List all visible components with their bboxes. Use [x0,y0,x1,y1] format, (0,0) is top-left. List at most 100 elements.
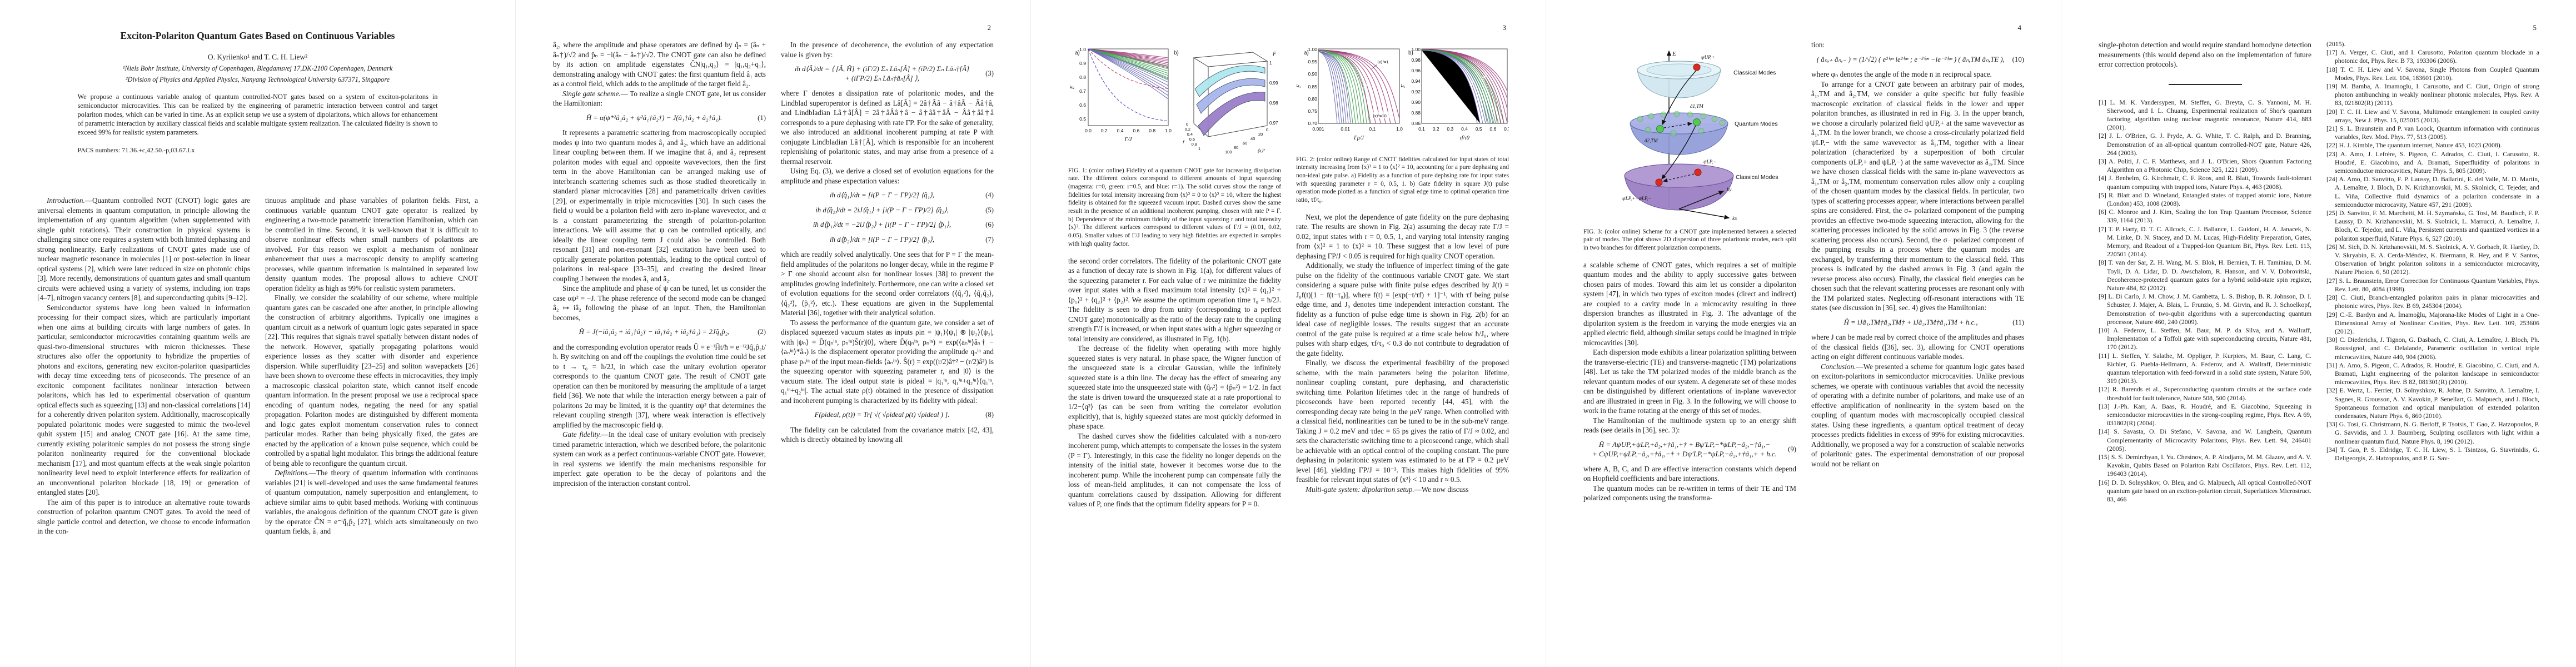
svg-text:0.0: 0.0 [1085,128,1092,133]
reference: [25] D. Sanvitto, F. M. Marchetti, M. H.… [2326,209,2539,242]
classical-modes-label-top: Classical Modes [1733,69,1776,76]
svg-text:0.85: 0.85 [1308,84,1317,89]
figure-1-chart: a) 1.0 0.9 0.8 0.7 0.6 0.5 0.0 [1069,47,1278,155]
svg-text:r=0.5: r=0.5 [1480,71,1488,83]
svg-text:r=1: r=1 [1468,79,1474,87]
paragraph: Finally, we consider the scalability of … [265,293,478,467]
page4-column-2: tion: ( âₙ,₊ âₙ,₋ ) = (1/√2) ( e²ⁱᵠⁿ ie²… [1811,40,2024,634]
svg-text:0.7: 0.7 [1504,126,1509,132]
reference: [28] C. Ciuti, Branch-entangled polarito… [2326,293,2539,310]
svg-text:0.2: 0.2 [1185,127,1190,132]
svg-text:20: 20 [1258,132,1263,137]
equation-5: iħ d⟨q̂₂⟩/dt = 2iJ⟨q̂₁⟩ + [i(P − Γ − ΓP)… [815,206,994,214]
reference: [2] J. L. O'Brien, G. J. Pryde, A. G. Wh… [2099,132,2311,157]
reference: [31] A. Amo, S. Pigeon, C. Adrados, R. H… [2326,361,2539,386]
authors: O. Kyriienko¹ and T. C. H. Liew² [207,53,308,61]
affiliation-2: ²Division of Physics and Applied Physics… [125,76,390,83]
svg-text:a): a) [1304,50,1309,56]
paragraph: In the presence of decoherence, the evol… [781,41,994,59]
psi-up-label: ψUP,+ [1701,54,1715,60]
reference: [23] A. Amo, J. Lefrère, S. Pigeon, C. A… [2326,150,2539,175]
svg-text:0.6: 0.6 [1079,102,1086,108]
page5-column-1: single-photon detection and would requir… [2099,40,2311,634]
page3-column-2: a) r=1 r=0.5 r=0 ⟨x⟩²=1 ⟨x⟩²=10 1.00 [1296,40,1509,634]
references-list-2: [17] A. Verger, C. Ciuti, and I. Carusot… [2326,48,2539,462]
svg-text:τf/τ0: τf/τ0 [1459,135,1469,141]
affiliation-1: ¹Niels Bohr Institute, University of Cop… [122,64,393,72]
reference: [13] J.-Ph. Karr, A. Baas, R. Houdré, an… [2099,402,2311,427]
page-5: 5 single-photon detection and would requ… [2061,0,2576,667]
quantum-mode-ring [1637,111,1725,137]
svg-text:0.001: 0.001 [1312,126,1324,132]
svg-text:0.4: 0.4 [1117,128,1124,133]
figure-1: a) 1.0 0.9 0.8 0.7 0.6 0.5 0.0 [1068,41,1281,163]
paragraph: The quantum modes can be re-written in t… [1583,484,1796,502]
reference: [30] C. Diederichs, J. Tignon, G. Dasbac… [2326,336,2539,361]
paragraph: The aim of this paper is to introduce an… [37,497,250,536]
fig2b-curves [1422,49,1507,123]
paper-header: Exciton-Polariton Quantum Gates Based on… [37,30,478,155]
figure-2: a) r=1 r=0.5 r=0 ⟨x⟩²=1 ⟨x⟩²=10 1.00 [1296,41,1509,152]
svg-text:0.01: 0.01 [1341,126,1350,132]
svg-text:1: 1 [1198,146,1200,151]
svg-text:0.90: 0.90 [1308,71,1317,77]
ky-axis-label: ky [1727,187,1732,193]
svg-text:0.90: 0.90 [1411,99,1421,105]
svg-text:0.8: 0.8 [1079,74,1086,80]
solid-scattering-arrow-2 [1661,125,1696,180]
svg-text:0.4: 0.4 [1187,132,1193,137]
a1-label: â1,TM [1690,103,1703,109]
reference: [6] C. Monroe and J. Kim, Scaling the Io… [2099,208,2311,225]
equation-2: Ĥ = J(−iâ₁â₂ + iâ₁†â₂† − iâ₁†â₂ + iâ₂†â₁… [579,328,766,336]
reference: [14] S. Savasta, O. Di Stefano, V. Savon… [2099,427,2311,452]
svg-text:100: 100 [1225,150,1232,155]
paragraph: Next, we plot the dependence of gate fid… [1296,212,1509,260]
svg-text:0.6: 0.6 [1133,128,1139,133]
e-axis-label: E [1672,51,1676,57]
quantum-modes-label: Quantum Modes [1735,121,1778,127]
reference: [24] A. Amo, D. Sanvitto, F. P. Laussy, … [2326,175,2539,208]
svg-text:⟨x⟩²=10: ⟨x⟩²=10 [1373,113,1387,118]
reference-continuation: (2015). [2326,40,2346,48]
a2-label: â2,TM [1645,138,1658,143]
svg-text:0.6: 0.6 [1189,137,1195,142]
paragraph: tion: [1811,41,1825,49]
paragraph: a scalable scheme of CNOT gates, which r… [1583,260,1796,347]
fig1a-curves [1088,48,1169,122]
paragraph: where Γ denotes a dissipation rate of po… [781,89,994,166]
reference: [1] L. M. K. Vandersypen, M. Steffen, G.… [2099,98,2311,132]
paragraph: Multi-gate system: dipolariton setup.—We… [1306,485,1469,494]
reference: [10] A. Federov, L. Steffen, M. Baur, M.… [2099,326,2311,351]
svg-text:0.5: 0.5 [1476,126,1482,132]
page-number: 4 [2017,23,2022,32]
paragraph: single-photon detection and would requir… [2099,41,2311,68]
references-list-1: [1] L. M. K. Vandersypen, M. Steffen, G.… [2099,98,2311,504]
svg-text:0.99: 0.99 [1269,81,1278,86]
paragraph: It represents a parametric scattering fr… [553,128,766,283]
svg-text:r=1: r=1 [1333,87,1340,95]
svg-text:0.7: 0.7 [1079,88,1086,94]
paragraph: Introduction.—Quantum controlled NOT (CN… [37,196,250,302]
svg-text:0: 0 [1266,127,1268,132]
reference: [8] T. van der Sar, Z. H. Wang, M. S. Bl… [2099,258,2311,292]
reference: [12] R. Barends et al., Superconducting … [2099,385,2311,402]
references-divider [2168,83,2242,85]
svg-text:0.98: 0.98 [1269,101,1278,106]
svg-text:0.5: 0.5 [1079,116,1086,122]
reference: [17] A. Verger, C. Ciuti, and I. Carusot… [2326,48,2539,65]
paragraph: tinuous amplitude and phase variables of… [265,196,478,292]
svg-text:b): b) [1174,50,1179,56]
page1-column-1: Introduction.—Quantum controlled NOT (CN… [37,196,250,616]
svg-text:1.00: 1.00 [1411,47,1421,52]
paragraph: The Hamiltonian of the multimode system … [1583,416,1796,435]
psi-lppm-label: ψLP,++ψLP,− [1622,196,1652,201]
classical-mode-dot-lpm [1694,168,1701,176]
page1-column-2: tinuous amplitude and phase variables of… [265,196,478,616]
classical-mode-dot-up [1693,63,1700,71]
svg-text:r=0: r=0 [1361,82,1368,91]
svg-text:Γ/J: Γ/J [1124,137,1132,143]
reference: [5] R. Blatt and D. Wineland, Entangled … [2099,191,2311,207]
paragraph: To assess the performance of the quantum… [781,318,994,405]
figure-3: E ψUP,+ Classical Modes â [1583,41,1796,225]
svg-text:80: 80 [1234,145,1238,150]
